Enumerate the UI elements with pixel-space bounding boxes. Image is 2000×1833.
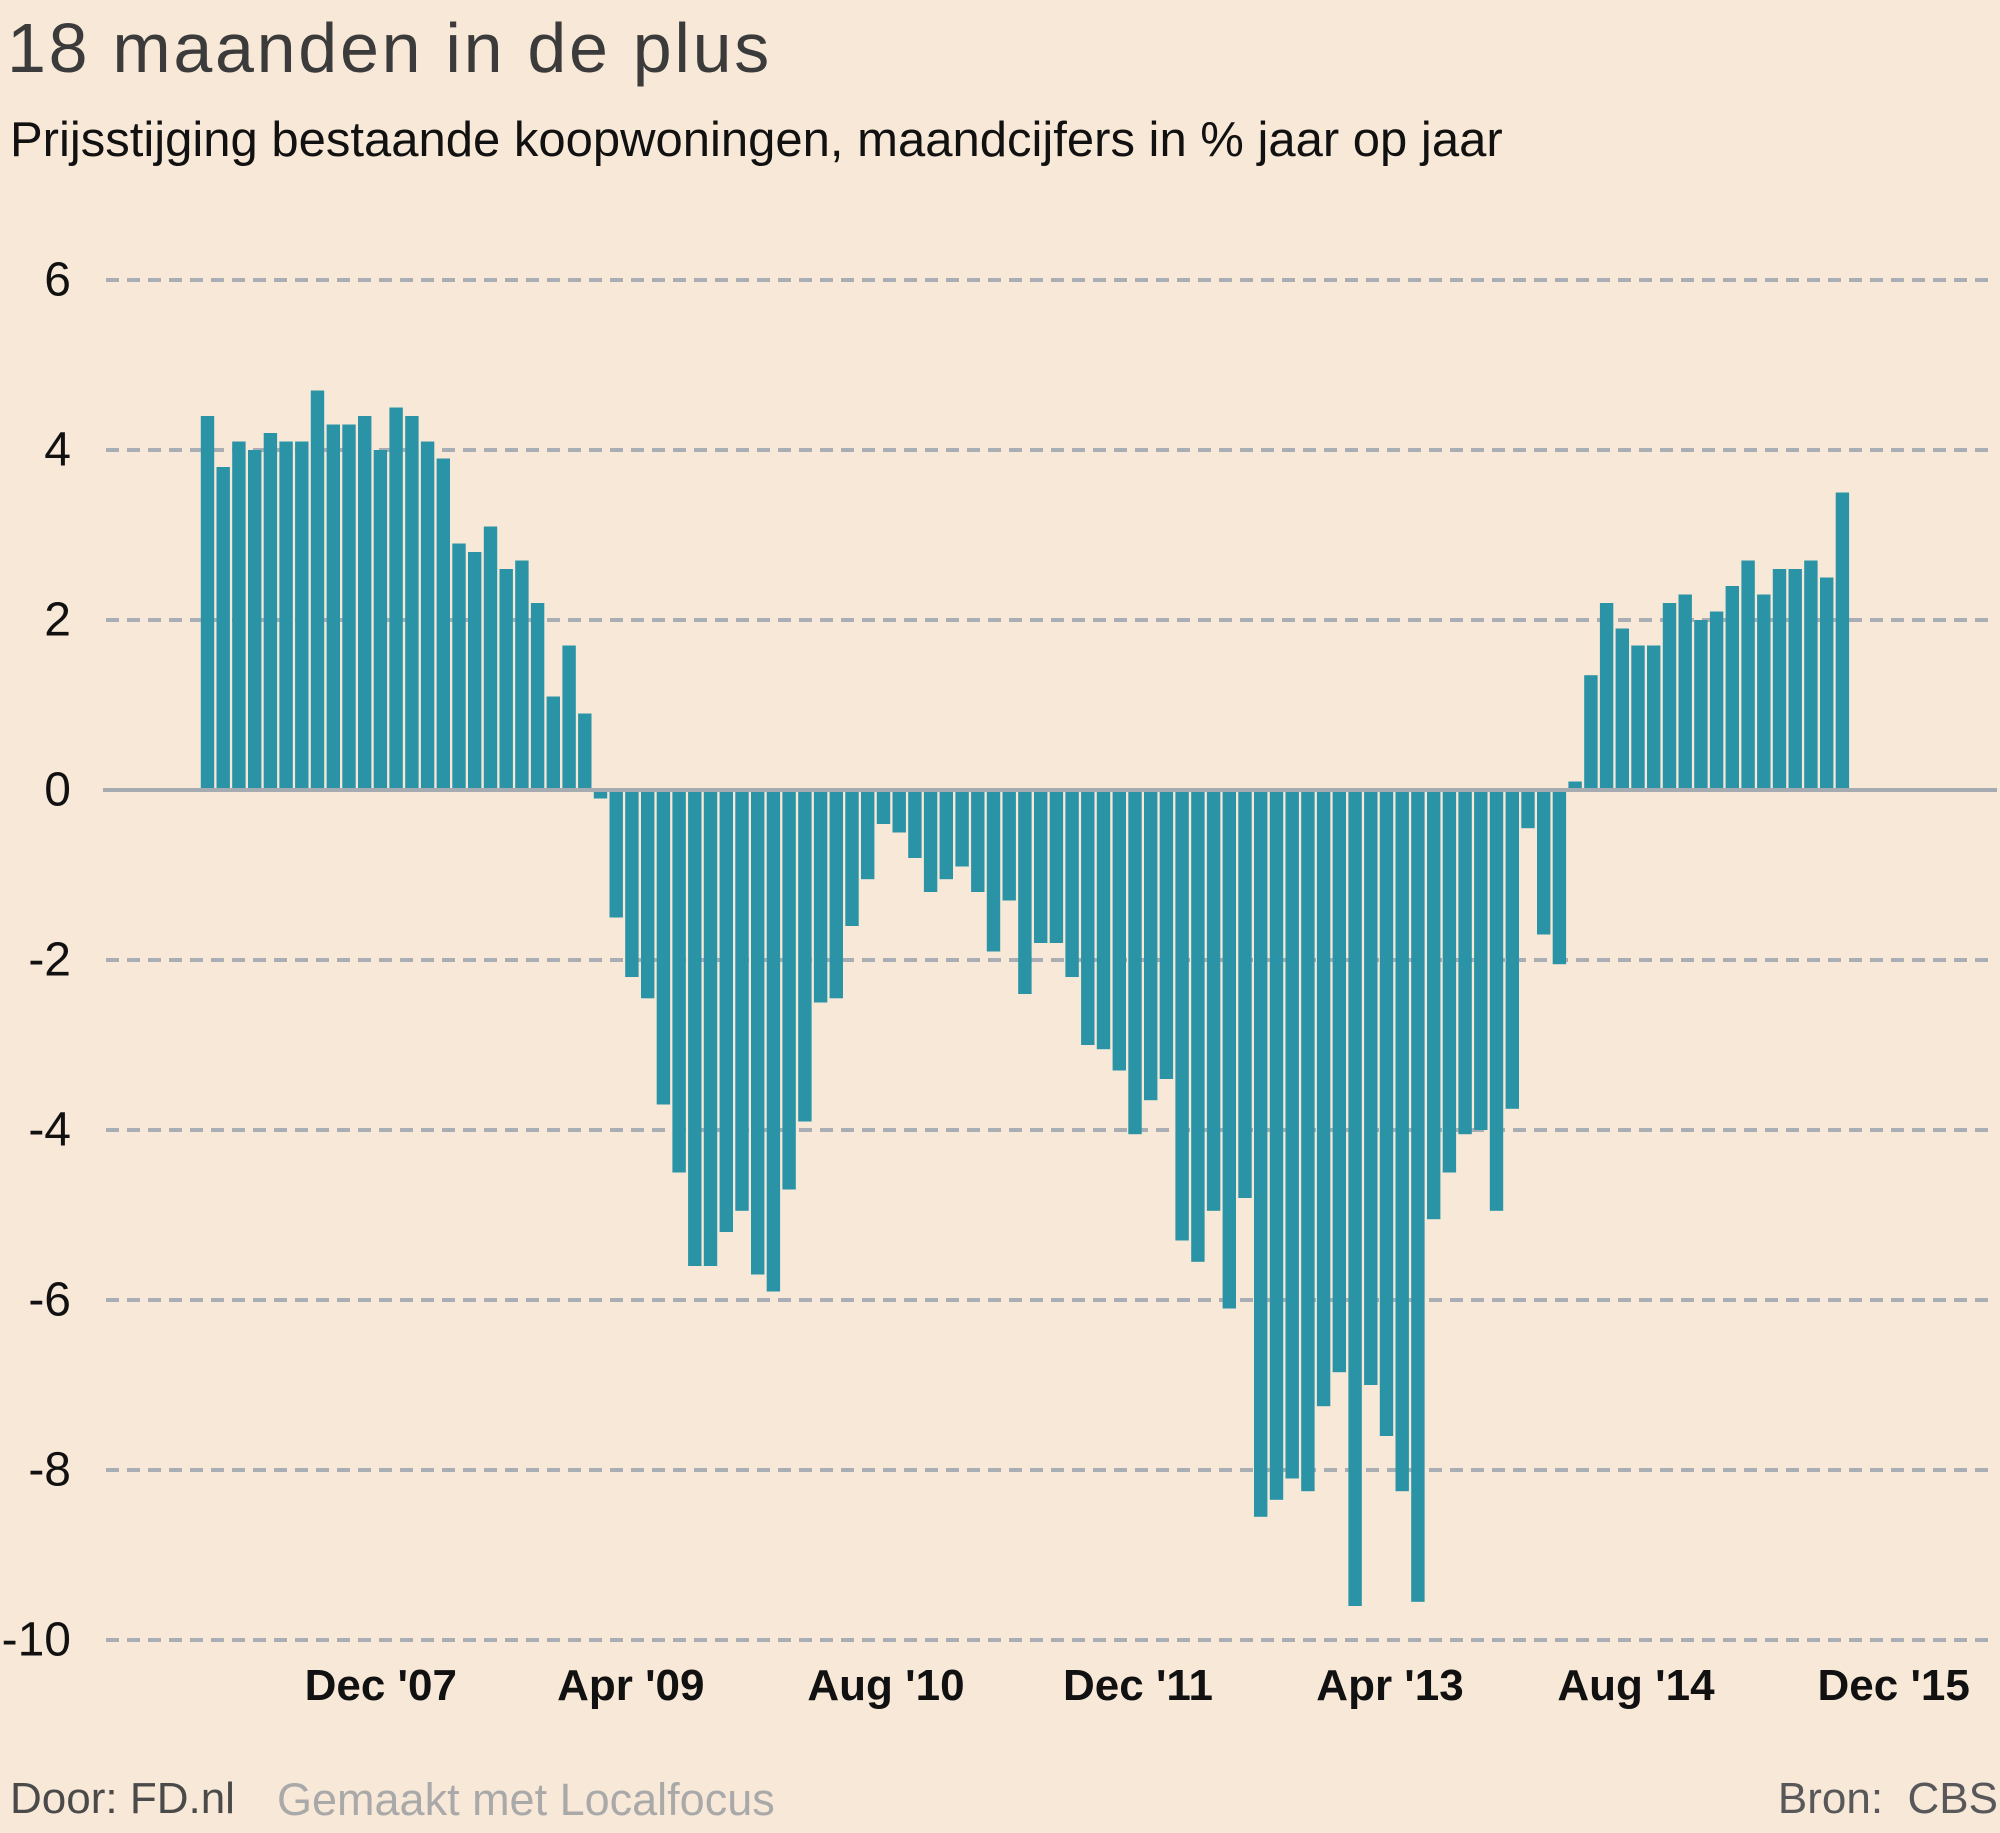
svg-text:0: 0: [44, 764, 71, 817]
svg-text:Apr '09: Apr '09: [557, 1661, 704, 1710]
svg-text:-8: -8: [28, 1444, 71, 1497]
svg-text:2: 2: [44, 594, 71, 647]
svg-text:-10: -10: [2, 1614, 71, 1667]
svg-text:6: 6: [44, 254, 71, 307]
svg-text:Dec '11: Dec '11: [1063, 1661, 1213, 1710]
svg-text:Aug '10: Aug '10: [807, 1661, 964, 1710]
svg-text:-4: -4: [28, 1104, 71, 1157]
svg-text:Apr '13: Apr '13: [1316, 1661, 1463, 1710]
svg-text:Aug '14: Aug '14: [1557, 1661, 1715, 1710]
svg-text:4: 4: [44, 424, 71, 477]
svg-text:Dec '07: Dec '07: [305, 1661, 457, 1710]
svg-text:-6: -6: [28, 1274, 71, 1327]
svg-text:Dec '15: Dec '15: [1818, 1661, 1970, 1710]
svg-text:-2: -2: [28, 934, 71, 987]
